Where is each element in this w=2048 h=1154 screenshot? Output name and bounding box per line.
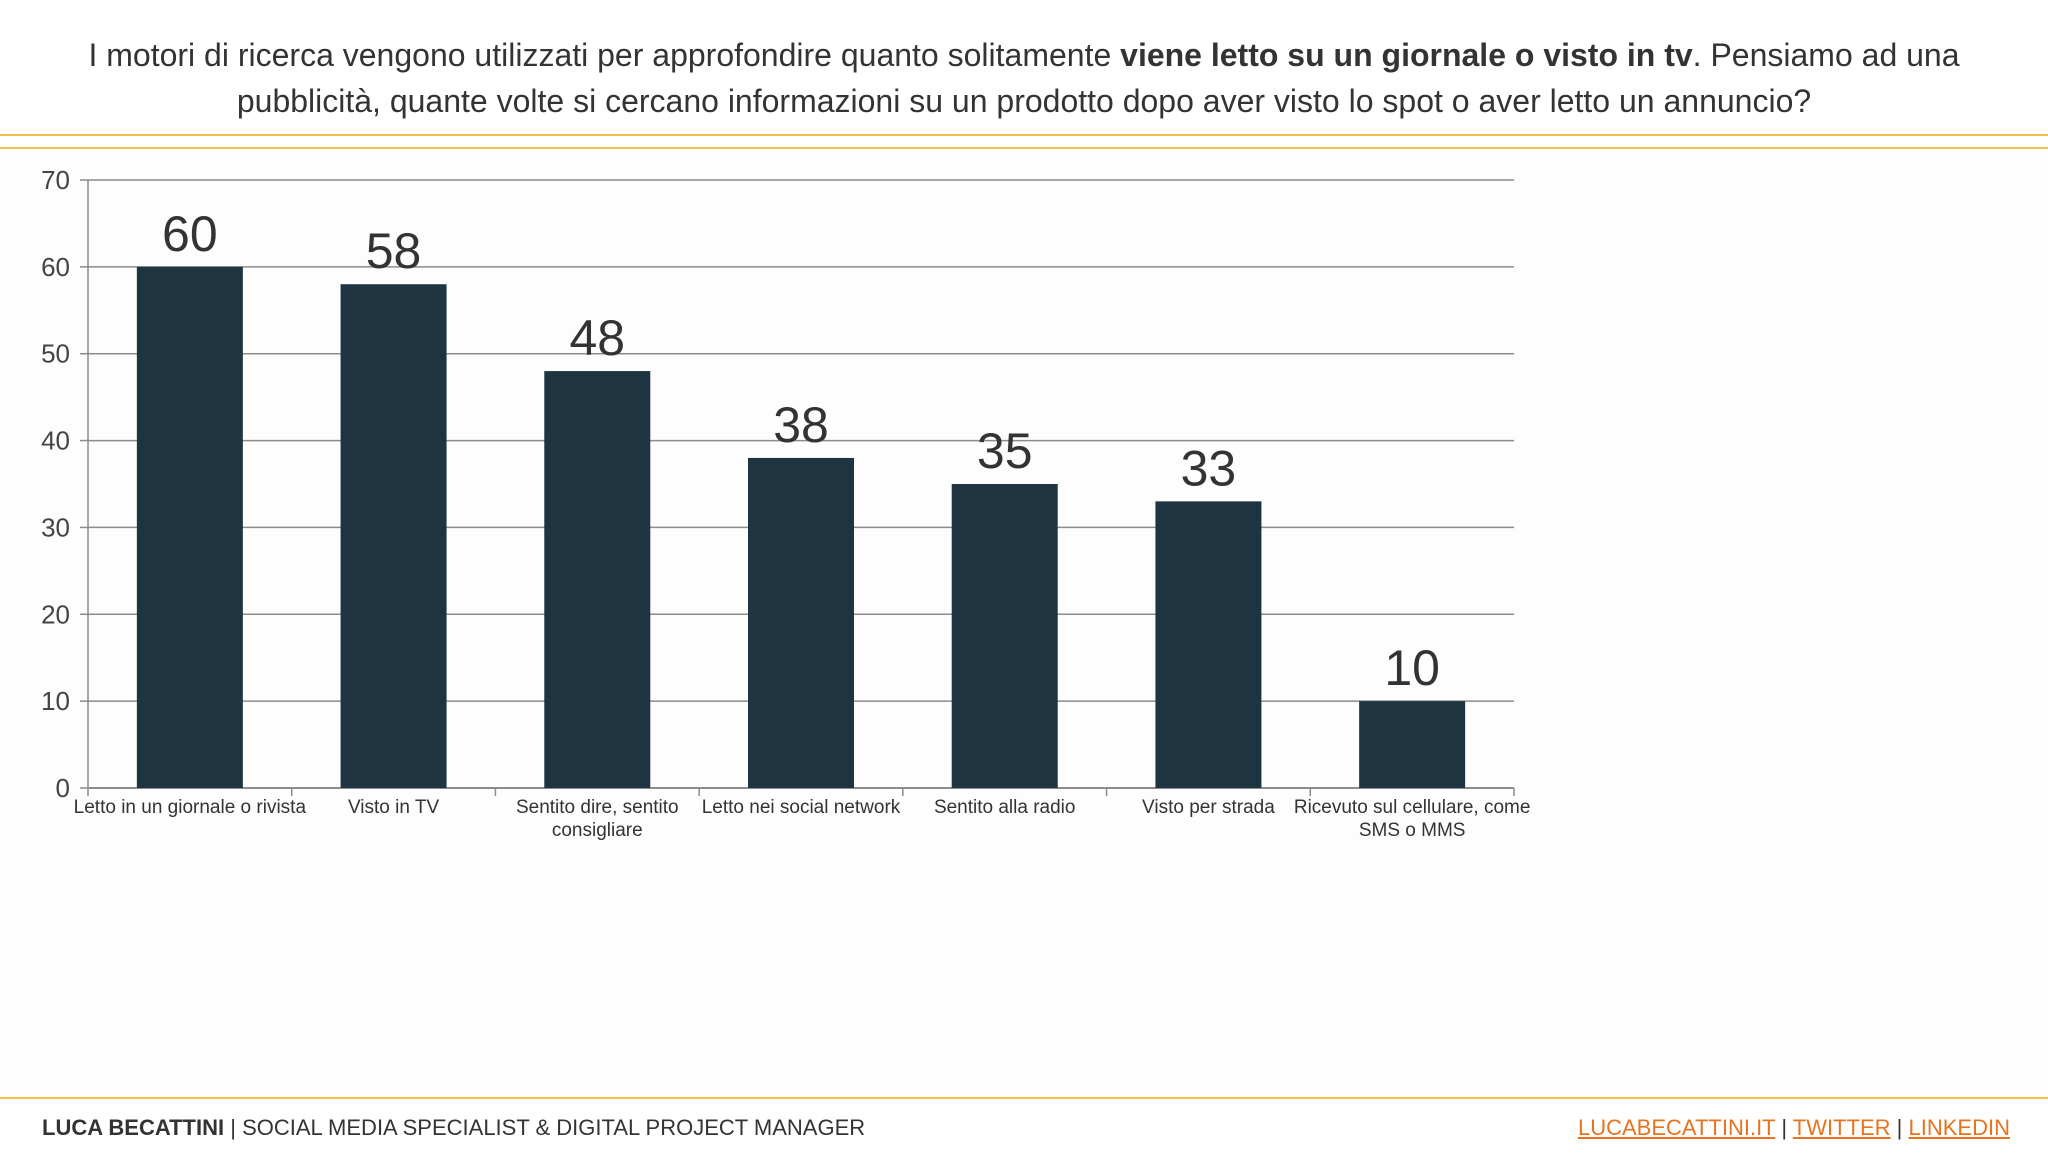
header-divider-top (0, 134, 2048, 136)
x-category-label: Visto per strada (1142, 797, 1275, 818)
author-role: SOCIAL MEDIA SPECIALIST & DIGITAL PROJEC… (242, 1115, 866, 1140)
bar (748, 457, 854, 788)
x-category-label: Sentito dire, sentito (516, 797, 679, 818)
data-label: 60 (162, 206, 218, 262)
header-text-pre: I motori di ricerca vengono utilizzati p… (88, 37, 1121, 73)
bar-chart: 0 10 20 30 40 50 60 70 60 Letto in un giornale o … (41, 165, 1531, 841)
data-label: 58 (366, 223, 422, 279)
author-name: LUCA BECATTINI (42, 1115, 225, 1140)
bar (1359, 701, 1466, 788)
linkedin-link[interactable]: LINKEDIN (1908, 1115, 2010, 1140)
y-tick-label: 30 (41, 512, 70, 542)
footer: LUCA BECATTINI | SOCIAL MEDIA SPECIALIST… (0, 1097, 2048, 1154)
data-label: 48 (569, 310, 625, 366)
bar (136, 266, 243, 788)
x-category-label: Letto in un giornale o rivista (74, 797, 307, 818)
data-label: 10 (1384, 640, 1440, 696)
link-separator: | (1781, 1115, 1788, 1140)
x-category-label: Visto in TV (348, 797, 440, 818)
link-separator: | (1896, 1115, 1903, 1140)
twitter-link[interactable]: TWITTER (1792, 1115, 1891, 1140)
x-category-label: consigliare (552, 820, 643, 841)
chart-area: 0 10 20 30 40 50 60 70 60 Letto in un giornale o … (0, 150, 2048, 1095)
header-divider-bottom (0, 147, 2048, 149)
data-label: 35 (977, 423, 1033, 479)
x-category-label: SMS o MMS (1359, 820, 1466, 841)
bar (340, 284, 447, 788)
header-text-post: . Pensiamo ad una (1692, 37, 1960, 73)
y-tick-label: 10 (41, 686, 70, 716)
slide-header: I motori di ricerca vengono utilizzati p… (0, 0, 2048, 135)
data-label: 33 (1181, 440, 1237, 496)
footer-separator: | (230, 1115, 236, 1140)
data-label: 38 (773, 397, 829, 453)
header-line-2: pubblicità, quante volte si cercano info… (236, 83, 1812, 119)
footer-links: LUCABECATTINI.IT | TWITTER | LINKEDIN (1578, 1115, 2010, 1141)
bar (1155, 501, 1262, 788)
y-tick-label: 70 (41, 165, 70, 195)
footer-credit: LUCA BECATTINI | SOCIAL MEDIA SPECIALIST… (42, 1115, 865, 1141)
x-category-label: Letto nei social network (702, 797, 901, 818)
y-tick-label: 60 (41, 252, 70, 282)
header-text-bold: viene letto su un giornale o visto in tv (1120, 37, 1693, 73)
y-tick-label: 0 (56, 773, 70, 803)
bar (544, 371, 651, 788)
y-tick-label: 40 (41, 426, 70, 456)
x-category-label: Ricevuto sul cellulare, come (1294, 797, 1531, 818)
bar (951, 484, 1058, 788)
y-tick-label: 20 (41, 599, 70, 629)
x-category-label: Sentito alla radio (934, 797, 1076, 818)
header-line-1: I motori di ricerca vengono utilizzati p… (0, 0, 2048, 78)
website-link[interactable]: LUCABECATTINI.IT (1578, 1115, 1776, 1140)
y-tick-label: 50 (41, 339, 70, 369)
